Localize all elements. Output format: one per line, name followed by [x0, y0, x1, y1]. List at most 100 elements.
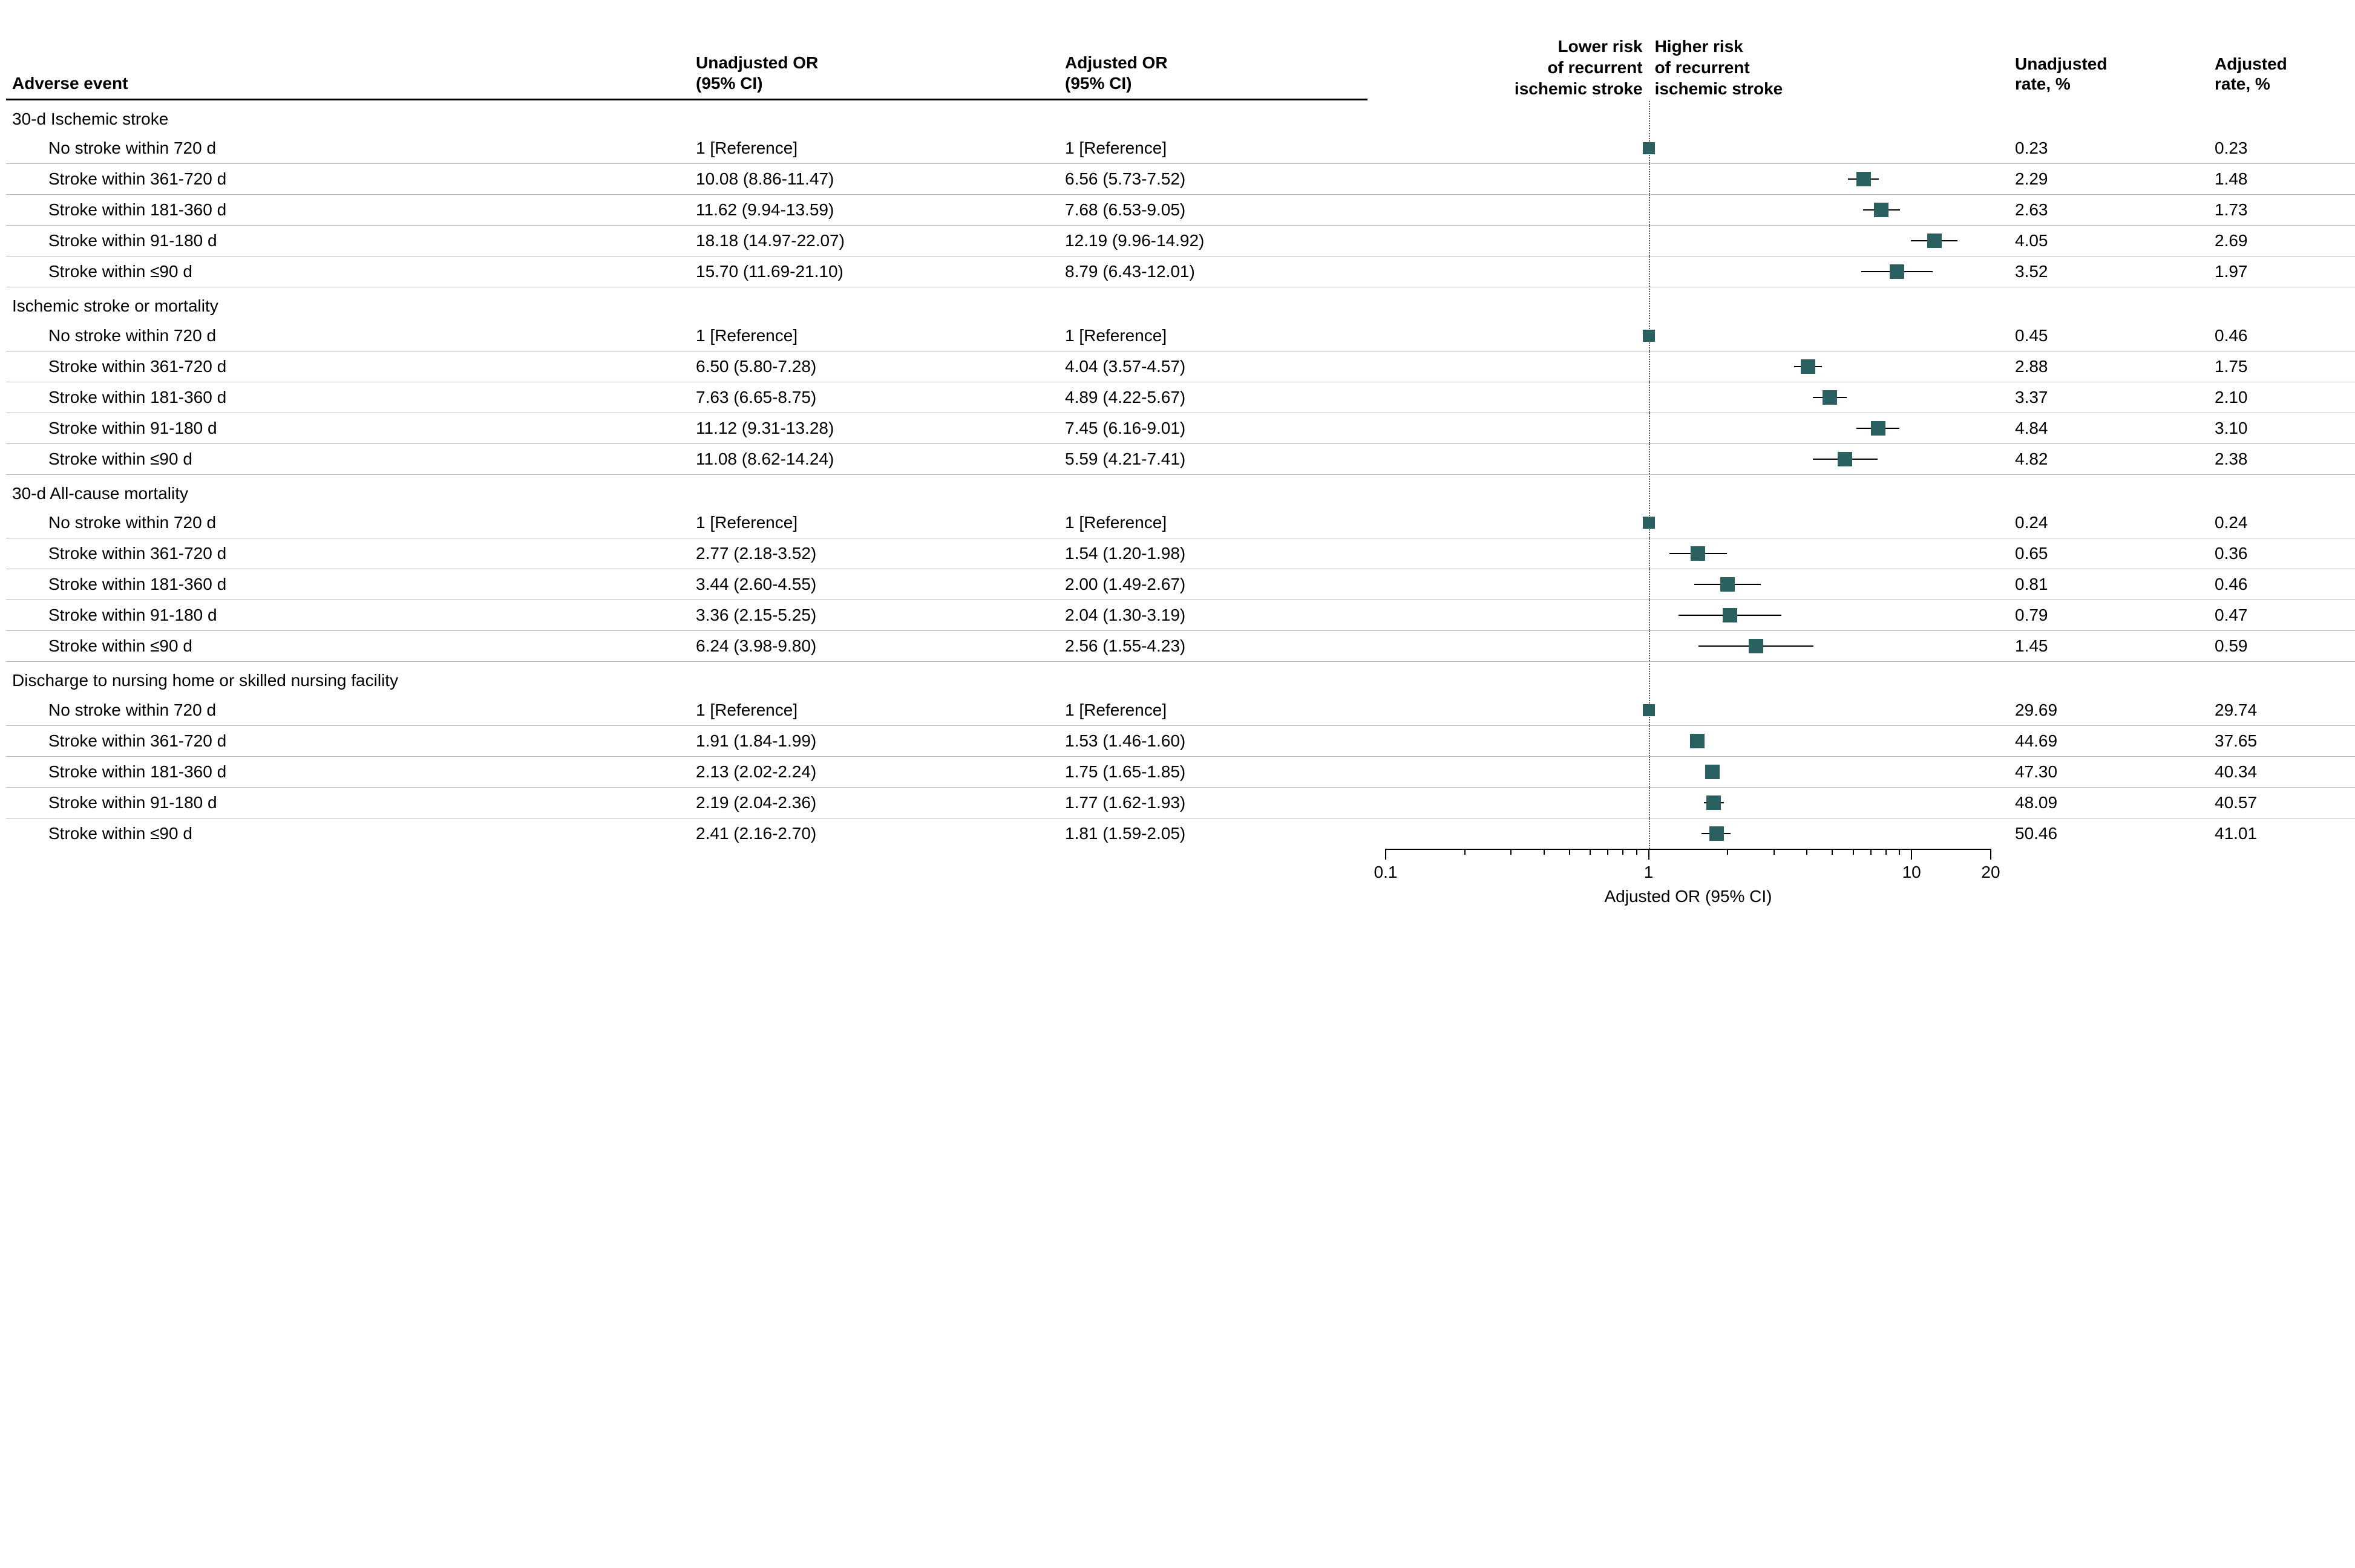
axis-tick-label: 0.1: [1374, 862, 1398, 883]
adjusted-or: 5.59 (4.21-7.41): [1059, 443, 1367, 474]
adjusted-or: 1.53 (1.46-1.60): [1059, 725, 1367, 756]
axis-minor-tick: [1832, 849, 1833, 855]
table-row: Stroke within 181-360 d3.44 (2.60-4.55)2…: [6, 569, 2355, 600]
table-row: Stroke within 361-720 d10.08 (8.86-11.47…: [6, 164, 2355, 195]
adjusted-rate: 0.36: [2209, 538, 2355, 569]
unadjusted-rate: 4.84: [2009, 413, 2209, 443]
unadjusted-or: 6.24 (3.98-9.80): [690, 631, 1059, 662]
table-row: Stroke within 91-180 d11.12 (9.31-13.28)…: [6, 413, 2355, 443]
ref-line: [1649, 569, 1650, 599]
table-row: Stroke within ≤90 d6.24 (3.98-9.80)2.56 …: [6, 631, 2355, 662]
unadjusted-rate: 0.45: [2009, 321, 2209, 351]
point-marker: [1890, 264, 1904, 279]
unadjusted-or: 2.19 (2.04-2.36): [690, 787, 1059, 818]
axis-tick-label: 20: [1981, 862, 2000, 883]
adjusted-or: 1.54 (1.20-1.98): [1059, 538, 1367, 569]
unadjusted-or: 3.36 (2.15-5.25): [690, 600, 1059, 631]
unadjusted-or: 7.63 (6.65-8.75): [690, 382, 1059, 413]
risk-higher-label: Higher risk of recurrent ischemic stroke: [1655, 36, 1783, 99]
ref-line: [1649, 351, 1650, 382]
adjusted-rate: 2.38: [2209, 443, 2355, 474]
col-plot-header: Lower risk of recurrent ischemic strokeH…: [1367, 24, 2009, 99]
ref-line: [1649, 164, 1650, 194]
axis-tick: [1990, 849, 1991, 860]
table-row: Stroke within 91-180 d2.19 (2.04-2.36)1.…: [6, 787, 2355, 818]
col-unadj-rate: Unadjusted rate, %: [2009, 24, 2209, 99]
x-axis: 0.111020Adjusted OR (95% CI): [1367, 849, 2009, 921]
unadjusted-or: 11.12 (9.31-13.28): [690, 413, 1059, 443]
unadjusted-rate: 4.82: [2009, 443, 2209, 474]
axis-minor-tick: [1774, 849, 1775, 855]
point-marker: [1706, 795, 1721, 810]
group-header: 30-d Ischemic stroke: [6, 99, 2355, 133]
point-marker: [1927, 234, 1942, 248]
axis-tick: [1911, 849, 1912, 860]
adjusted-or: 1.75 (1.65-1.85): [1059, 756, 1367, 787]
col-adj-or: Adjusted OR (95% CI): [1059, 24, 1367, 99]
unadjusted-or: 11.62 (9.94-13.59): [690, 195, 1059, 226]
unadjusted-rate: 3.52: [2009, 256, 2209, 287]
unadjusted-rate: 48.09: [2009, 787, 2209, 818]
unadjusted-rate: 2.63: [2009, 195, 2209, 226]
point-marker: [1801, 359, 1815, 374]
adjusted-or: 8.79 (6.43-12.01): [1059, 256, 1367, 287]
adjusted-or: 7.45 (6.16-9.01): [1059, 413, 1367, 443]
unadjusted-rate: 3.37: [2009, 382, 2209, 413]
point-marker: [1720, 577, 1735, 592]
row-label: Stroke within 361-720 d: [6, 164, 690, 195]
point-marker: [1643, 517, 1655, 529]
group-title: 30-d Ischemic stroke: [6, 99, 1367, 133]
unadjusted-or: 2.41 (2.16-2.70): [690, 818, 1059, 849]
adjusted-rate: 0.59: [2209, 631, 2355, 662]
row-label: No stroke within 720 d: [6, 695, 690, 726]
unadjusted-or: 11.08 (8.62-14.24): [690, 443, 1059, 474]
axis-tick-label: 1: [1644, 862, 1654, 883]
unadjusted-rate: 2.29: [2009, 164, 2209, 195]
axis-minor-tick: [1464, 849, 1466, 855]
ref-line: [1649, 444, 1650, 474]
adjusted-rate: 2.69: [2209, 226, 2355, 256]
adjusted-or: 7.68 (6.53-9.05): [1059, 195, 1367, 226]
table-row: Stroke within ≤90 d15.70 (11.69-21.10)8.…: [6, 256, 2355, 287]
unadjusted-or: 1 [Reference]: [690, 133, 1059, 164]
table-row: No stroke within 720 d1 [Reference]1 [Re…: [6, 695, 2355, 726]
row-label: Stroke within 181-360 d: [6, 382, 690, 413]
unadjusted-or: 2.13 (2.02-2.24): [690, 756, 1059, 787]
group-header: Discharge to nursing home or skilled nur…: [6, 662, 2355, 695]
axis-minor-tick: [1870, 849, 1872, 855]
axis-minor-tick: [1636, 849, 1637, 855]
ref-line: [1649, 600, 1650, 630]
unadjusted-rate: 0.79: [2009, 600, 2209, 631]
point-marker: [1838, 452, 1852, 466]
ref-line: [1649, 101, 1650, 131]
unadjusted-rate: 1.45: [2009, 631, 2209, 662]
risk-lower-label: Lower risk of recurrent ischemic stroke: [1515, 36, 1643, 99]
table-row: Stroke within ≤90 d11.08 (8.62-14.24)5.5…: [6, 443, 2355, 474]
ref-line: [1649, 413, 1650, 443]
ref-line: [1649, 226, 1650, 256]
unadjusted-or: 1 [Reference]: [690, 508, 1059, 538]
row-label: Stroke within 361-720 d: [6, 725, 690, 756]
axis-tick: [1648, 849, 1649, 860]
adjusted-or: 4.89 (4.22-5.67): [1059, 382, 1367, 413]
point-marker: [1690, 734, 1705, 748]
row-label: Stroke within 361-720 d: [6, 538, 690, 569]
point-marker: [1723, 608, 1737, 622]
ref-line: [1649, 631, 1650, 661]
axis-minor-tick: [1607, 849, 1608, 855]
row-label: Stroke within ≤90 d: [6, 256, 690, 287]
unadjusted-or: 2.77 (2.18-3.52): [690, 538, 1059, 569]
adjusted-rate: 40.57: [2209, 787, 2355, 818]
point-marker: [1643, 704, 1655, 716]
adjusted-rate: 1.48: [2209, 164, 2355, 195]
adjusted-or: 4.04 (3.57-4.57): [1059, 351, 1367, 382]
unadjusted-rate: 0.23: [2009, 133, 2209, 164]
row-label: Stroke within ≤90 d: [6, 443, 690, 474]
adjusted-rate: 0.46: [2209, 569, 2355, 600]
point-marker: [1691, 546, 1705, 561]
ref-line: [1649, 382, 1650, 413]
adjusted-rate: 1.73: [2209, 195, 2355, 226]
axis-minor-tick: [1510, 849, 1512, 855]
unadjusted-rate: 44.69: [2009, 725, 2209, 756]
axis-minor-tick: [1590, 849, 1591, 855]
